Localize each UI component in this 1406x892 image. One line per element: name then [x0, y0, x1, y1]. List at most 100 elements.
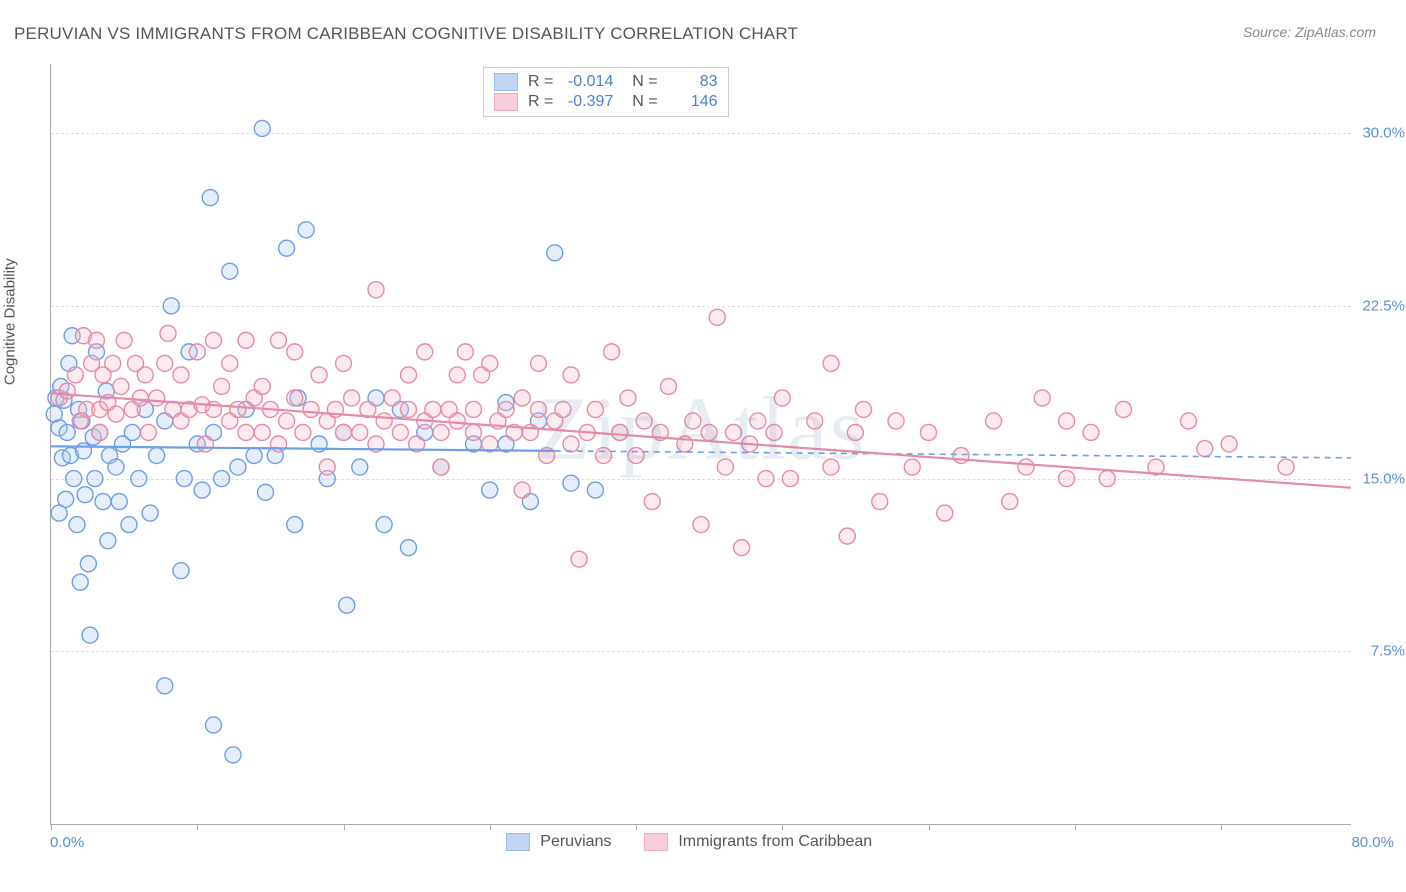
data-point-caribbean [734, 540, 750, 556]
data-point-caribbean [555, 401, 571, 417]
data-point-caribbean [132, 390, 148, 406]
y-tick-label: 22.5% [1362, 297, 1405, 314]
stat-n-1: 146 [668, 93, 718, 111]
data-point-peruvians [587, 482, 603, 498]
data-point-caribbean [417, 344, 433, 360]
data-point-peruvians [547, 245, 563, 261]
data-point-caribbean [230, 401, 246, 417]
data-point-caribbean [401, 401, 417, 417]
data-point-peruvians [76, 443, 92, 459]
data-point-peruvians [339, 597, 355, 613]
data-point-caribbean [1034, 390, 1050, 406]
data-point-caribbean [701, 424, 717, 440]
data-point-caribbean [888, 413, 904, 429]
data-point-caribbean [717, 459, 733, 475]
x-tick [1221, 824, 1222, 830]
data-point-caribbean [620, 390, 636, 406]
data-point-caribbean [1083, 424, 1099, 440]
data-point-caribbean [644, 494, 660, 510]
data-point-caribbean [336, 424, 352, 440]
data-point-caribbean [238, 332, 254, 348]
x-tick [929, 824, 930, 830]
data-point-caribbean [105, 355, 121, 371]
data-point-peruvians [287, 517, 303, 533]
stat-swatch-1 [494, 93, 518, 111]
data-point-caribbean [149, 390, 165, 406]
data-point-caribbean [92, 424, 108, 440]
data-point-caribbean [271, 436, 287, 452]
data-point-peruvians [59, 424, 75, 440]
data-point-caribbean [661, 378, 677, 394]
data-point-peruvians [111, 494, 127, 510]
data-point-caribbean [709, 309, 725, 325]
data-point-caribbean [206, 332, 222, 348]
data-point-caribbean [433, 424, 449, 440]
data-point-peruvians [222, 263, 238, 279]
data-point-caribbean [116, 332, 132, 348]
data-point-caribbean [872, 494, 888, 510]
data-point-caribbean [368, 282, 384, 298]
data-point-caribbean [807, 413, 823, 429]
data-point-caribbean [287, 344, 303, 360]
data-point-caribbean [612, 424, 628, 440]
data-point-peruvians [124, 424, 140, 440]
data-point-caribbean [758, 471, 774, 487]
data-point-peruvians [82, 627, 98, 643]
data-point-peruvians [214, 471, 230, 487]
data-point-caribbean [137, 367, 153, 383]
data-point-caribbean [953, 448, 969, 464]
data-point-caribbean [1181, 413, 1197, 429]
data-point-peruvians [202, 190, 218, 206]
data-point-caribbean [449, 367, 465, 383]
data-point-caribbean [685, 413, 701, 429]
data-point-caribbean [823, 459, 839, 475]
data-point-peruvians [131, 471, 147, 487]
data-point-caribbean [514, 482, 530, 498]
data-point-caribbean [113, 378, 129, 394]
data-point-caribbean [401, 367, 417, 383]
data-point-caribbean [531, 401, 547, 417]
data-point-caribbean [433, 459, 449, 475]
legend-label-1: Immigrants from Caribbean [678, 833, 872, 850]
data-point-caribbean [254, 378, 270, 394]
data-point-caribbean [319, 459, 335, 475]
x-tick [782, 824, 783, 830]
data-point-peruvians [225, 747, 241, 763]
data-point-caribbean [1116, 401, 1132, 417]
x-tick [636, 824, 637, 830]
data-point-caribbean [222, 355, 238, 371]
data-point-caribbean [1018, 459, 1034, 475]
data-point-caribbean [726, 424, 742, 440]
data-point-caribbean [197, 436, 213, 452]
data-point-peruvians [482, 482, 498, 498]
data-point-peruvians [108, 459, 124, 475]
data-point-caribbean [425, 401, 441, 417]
data-point-peruvians [95, 494, 111, 510]
data-point-caribbean [693, 517, 709, 533]
legend-swatch-1 [644, 833, 668, 851]
data-point-caribbean [1059, 471, 1075, 487]
data-point-peruvians [230, 459, 246, 475]
data-point-peruvians [142, 505, 158, 521]
data-point-peruvians [149, 448, 165, 464]
y-tick-label: 30.0% [1362, 125, 1405, 142]
data-point-caribbean [774, 390, 790, 406]
data-point-caribbean [384, 390, 400, 406]
data-point-caribbean [563, 367, 579, 383]
data-point-peruvians [121, 517, 137, 533]
data-point-caribbean [847, 424, 863, 440]
stat-r-0: -0.014 [563, 73, 613, 91]
data-point-caribbean [531, 355, 547, 371]
data-point-peruvians [80, 556, 96, 572]
data-point-peruvians [72, 574, 88, 590]
data-point-caribbean [59, 383, 75, 399]
data-point-caribbean [587, 401, 603, 417]
data-point-caribbean [466, 424, 482, 440]
data-point-caribbean [1197, 441, 1213, 457]
data-point-caribbean [823, 355, 839, 371]
stat-n-0: 83 [668, 73, 718, 91]
data-point-peruvians [58, 491, 74, 507]
data-point-caribbean [856, 401, 872, 417]
data-point-caribbean [449, 413, 465, 429]
data-point-caribbean [1221, 436, 1237, 452]
